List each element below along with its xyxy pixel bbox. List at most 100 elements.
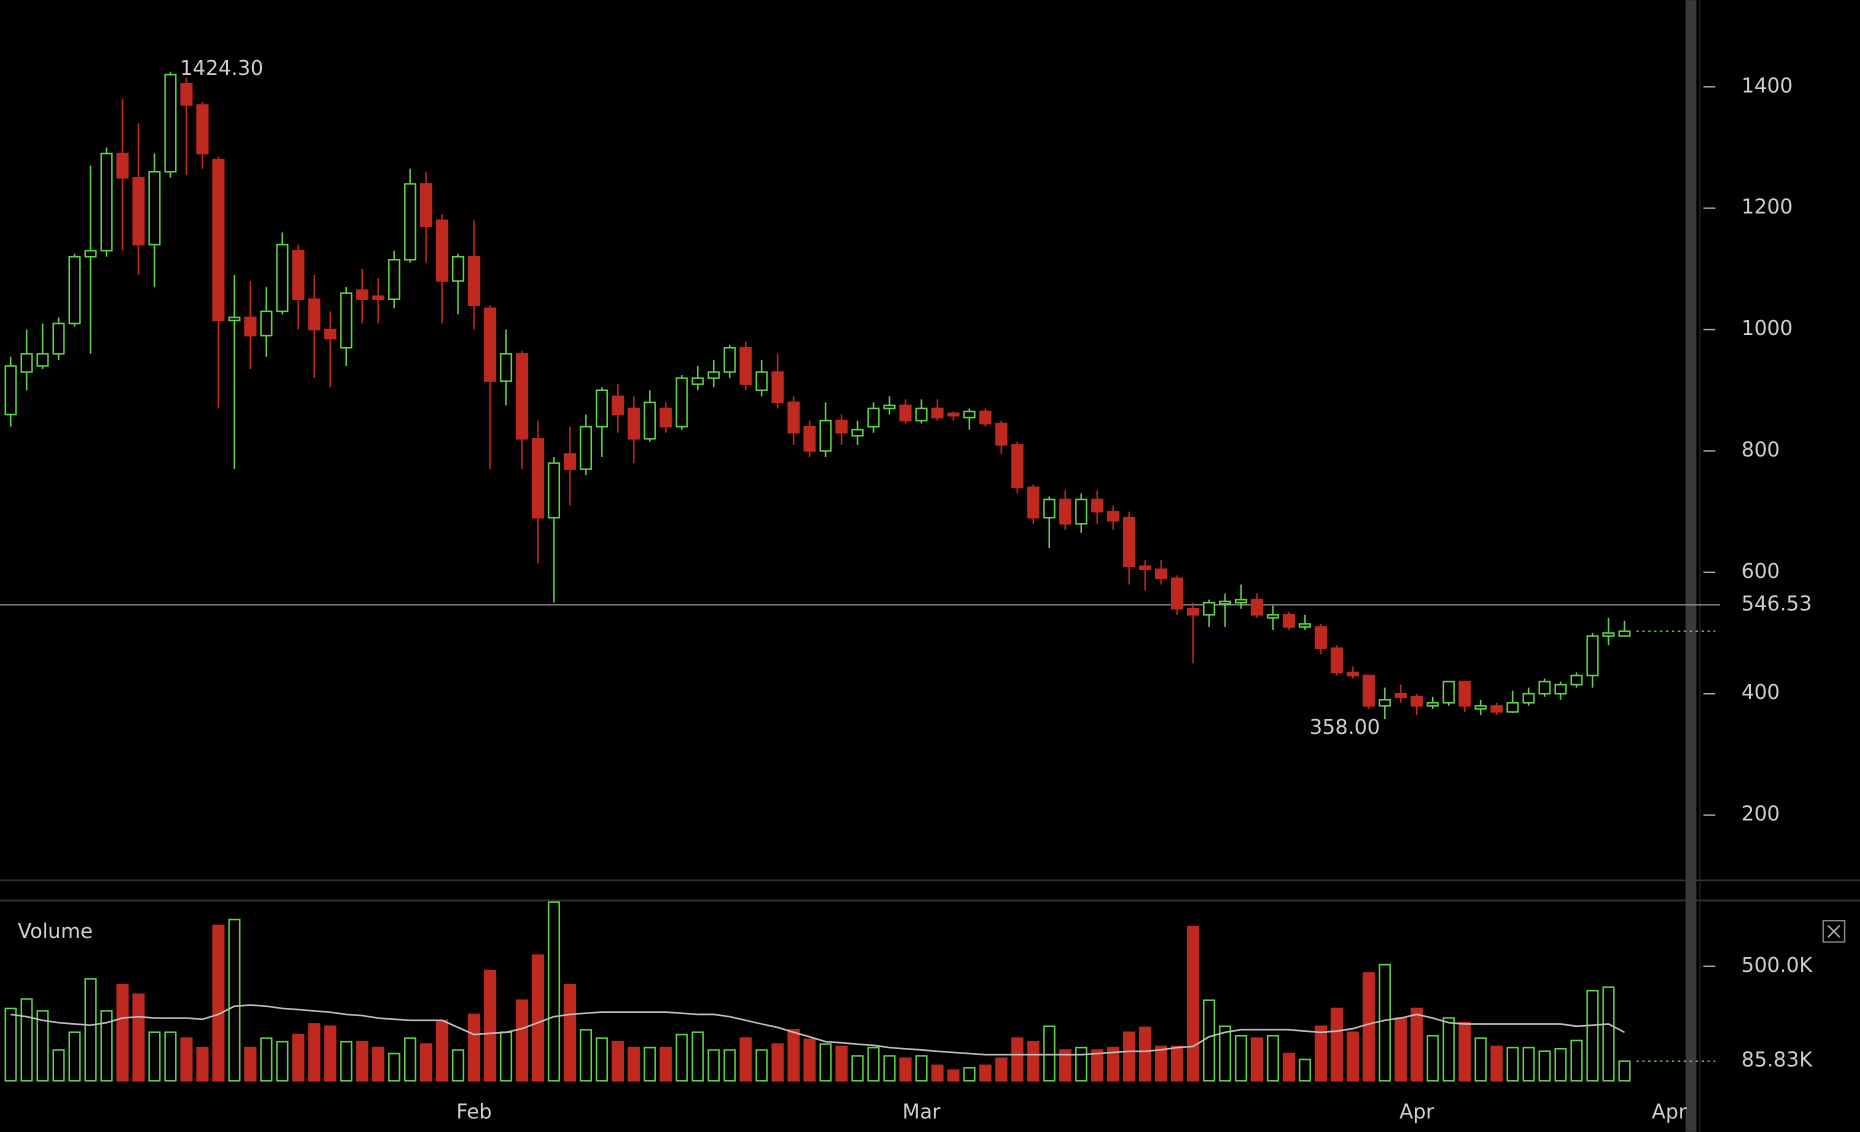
volume-bar: [244, 1046, 257, 1082]
volume-bar: [196, 1046, 209, 1082]
candle-body: [771, 371, 784, 404]
candle-body: [1522, 692, 1535, 704]
candle-body: [340, 292, 353, 349]
candle-body: [723, 346, 736, 373]
volume-bar: [324, 1025, 337, 1082]
candle-body: [1618, 630, 1631, 637]
volume-bar: [915, 1055, 928, 1082]
close-box[interactable]: [1822, 919, 1846, 943]
volume-bar: [547, 901, 561, 1082]
volume-bar: [1075, 1046, 1088, 1082]
volume-bar: [483, 969, 497, 1082]
candle-body: [20, 353, 33, 373]
candle-body: [659, 407, 672, 428]
low-annotation: 358.00: [1310, 715, 1381, 739]
volume-bar: [1298, 1058, 1312, 1082]
volume-bar: [1346, 1031, 1359, 1082]
volume-ma-line: [10, 1004, 1625, 1056]
volume-bar: [1266, 1034, 1280, 1082]
close-button[interactable]: [1822, 919, 1846, 943]
volume-bar: [1314, 1025, 1328, 1082]
candle-body: [212, 158, 225, 322]
candle-body: [1458, 680, 1471, 707]
volume-bar: [611, 1040, 624, 1082]
candle-body: [1394, 692, 1407, 699]
candle-body: [100, 152, 113, 252]
volume-bar: [755, 1049, 768, 1082]
y-tick-label: 600: [1741, 559, 1779, 583]
volume-bar: [132, 993, 145, 1082]
volume-bar: [1186, 925, 1200, 1082]
volume-bar: [1602, 986, 1615, 1082]
volume-bar: [180, 1037, 193, 1082]
candle-body: [1378, 699, 1391, 707]
volume-bar: [995, 1057, 1008, 1082]
y-tick-label: 1200: [1741, 195, 1792, 219]
volume-bar: [771, 1043, 784, 1082]
candle-body: [1442, 680, 1455, 704]
volume-bar: [1139, 1026, 1152, 1082]
candle-body: [1410, 695, 1423, 707]
y-tick-label: 200: [1741, 802, 1779, 826]
volume-bar: [899, 1057, 912, 1082]
volume-tick-label: 500.0K: [1741, 953, 1813, 977]
volume-bar: [579, 1029, 593, 1082]
close-icon[interactable]: [1827, 924, 1841, 938]
volume-bar: [1538, 1050, 1551, 1082]
candle-body: [611, 395, 624, 416]
volume-bar: [20, 998, 33, 1082]
volume-bar: [372, 1046, 385, 1082]
volume-bar: [595, 1037, 608, 1082]
volume-bar: [1123, 1031, 1136, 1082]
candle-body: [707, 371, 720, 379]
candle-body: [52, 322, 65, 355]
candle-body: [388, 258, 401, 300]
volume-bar: [1618, 1060, 1631, 1082]
volume-bar: [1490, 1045, 1503, 1082]
candle-body: [1314, 626, 1328, 649]
volume-bar: [228, 918, 241, 1082]
volume-bar: [164, 1031, 177, 1082]
volume-bar: [675, 1033, 688, 1082]
candle-body: [260, 310, 273, 337]
candle-body: [627, 407, 640, 440]
volume-bar: [515, 999, 529, 1082]
volume-bar: [835, 1045, 848, 1082]
y-tick-label: 800: [1741, 437, 1779, 461]
candle-body: [963, 410, 976, 419]
volume-bar: [1218, 1025, 1232, 1082]
volume-bar: [260, 1037, 273, 1082]
volume-bar: [499, 1031, 513, 1082]
candle-body: [515, 353, 529, 440]
candle-body: [947, 412, 960, 417]
candle-body: [579, 425, 593, 470]
candle-body: [435, 219, 449, 282]
volume-bar: [643, 1046, 656, 1082]
candle-body: [116, 152, 129, 179]
x-tick-label: 3: [0, 1099, 1, 1123]
candle-body: [883, 404, 896, 410]
volume-bar: [1522, 1046, 1535, 1082]
volume-bar: [340, 1040, 353, 1082]
splitter[interactable]: [1685, 0, 1697, 1132]
candle-body: [228, 316, 241, 322]
volume-bar: [531, 954, 545, 1082]
candle-body: [1107, 510, 1120, 522]
volume-bar: [1155, 1045, 1168, 1082]
candle-body: [1202, 601, 1216, 616]
volume-bar: [1458, 1021, 1471, 1082]
volume-bar: [1202, 999, 1216, 1082]
volume-bar: [819, 1043, 832, 1082]
volume-bar: [52, 1049, 65, 1082]
candle-body: [164, 73, 177, 173]
candle-body: [4, 365, 17, 416]
candle-body: [1586, 635, 1599, 677]
candle-body: [1155, 568, 1168, 580]
candle-body: [244, 316, 257, 337]
candle-body: [1186, 607, 1200, 616]
volume-bar: [100, 1010, 113, 1082]
candle-body: [675, 377, 688, 428]
candle-body: [292, 249, 305, 300]
candle-body: [739, 346, 752, 385]
candle-body: [148, 170, 161, 246]
